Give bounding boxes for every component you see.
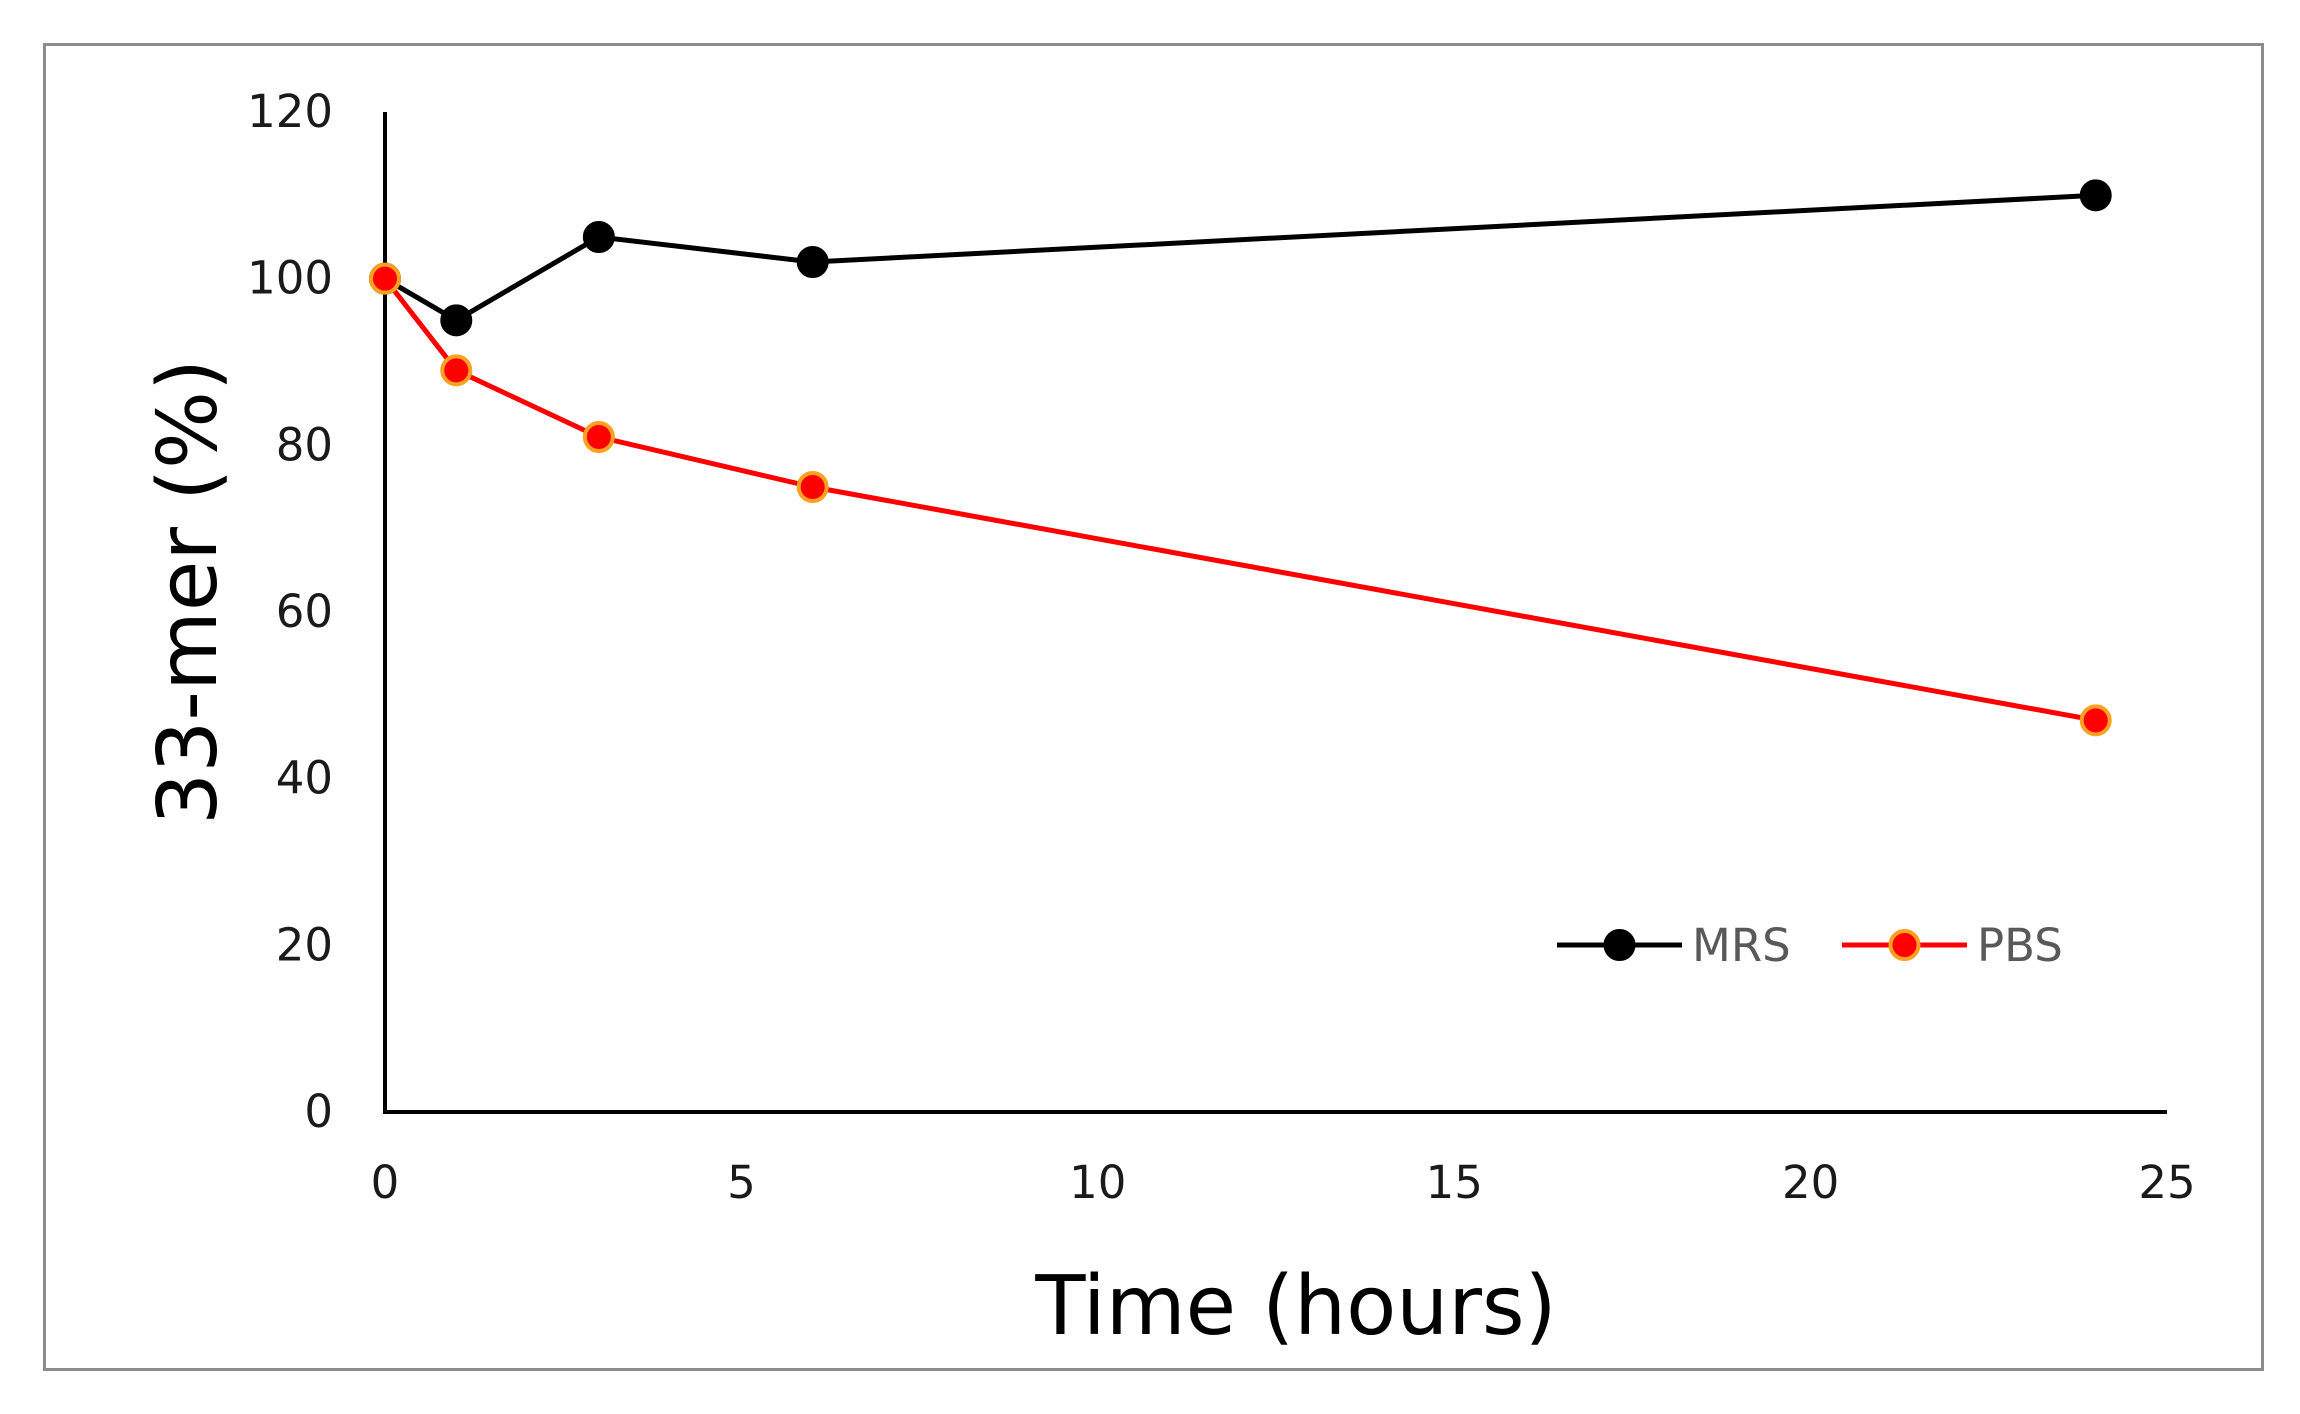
data-point-mrs (440, 304, 473, 337)
x-tick-label: 5 (727, 1156, 756, 1209)
axes (383, 112, 2167, 1114)
y-tick-label: 100 (247, 252, 333, 305)
y-tick-label: 80 (276, 418, 333, 471)
y-tick-label: 40 (276, 752, 333, 805)
data-point-pbs (582, 421, 615, 453)
series-pbs (369, 262, 2112, 737)
legend: MRS PBS (1557, 919, 2063, 972)
x-axis-title: Time (hours) (1034, 1259, 1556, 1354)
legend-marker-pbs (1888, 929, 1921, 961)
series-line-mrs (383, 192, 2096, 323)
y-tick-label: 20 (276, 918, 333, 971)
series-mrs (369, 179, 2112, 337)
data-point-mrs (2079, 179, 2112, 212)
data-point-pbs (369, 262, 401, 295)
series-line-pbs (383, 277, 2097, 723)
x-tick-label: 10 (1069, 1156, 1126, 1209)
x-tick-label: 25 (2138, 1156, 2195, 1209)
legend-entry-pbs: PBS (1842, 919, 2063, 972)
series (369, 179, 2112, 737)
x-tick-label: 0 (371, 1156, 400, 1209)
x-tick-label: 15 (1426, 1156, 1483, 1209)
x-tick-label: 20 (1782, 1156, 1839, 1209)
y-tick-label: 120 (247, 85, 333, 138)
legend-marker-mrs (1603, 929, 1636, 961)
data-point-pbs (440, 354, 473, 387)
legend-entry-mrs: MRS (1557, 919, 1791, 972)
data-point-mrs (796, 246, 829, 278)
y-axis-title: 33-mer (%) (141, 359, 236, 825)
y-tick-labels: 0 20 40 60 80 100 120 (247, 85, 333, 1138)
y-tick-label: 0 (304, 1085, 333, 1138)
y-tick-label: 60 (276, 585, 333, 638)
x-tick-labels: 0 5 10 15 20 25 (371, 1156, 2196, 1209)
data-point-pbs (2079, 704, 2112, 737)
data-point-mrs (582, 221, 615, 253)
legend-label-mrs: MRS (1692, 919, 1791, 972)
legend-label-pbs: PBS (1977, 919, 2063, 972)
chart-frame: 0 20 40 60 80 100 120 0 5 10 15 20 25 Time (hours) … (43, 43, 2264, 1371)
data-point-pbs (796, 471, 829, 503)
